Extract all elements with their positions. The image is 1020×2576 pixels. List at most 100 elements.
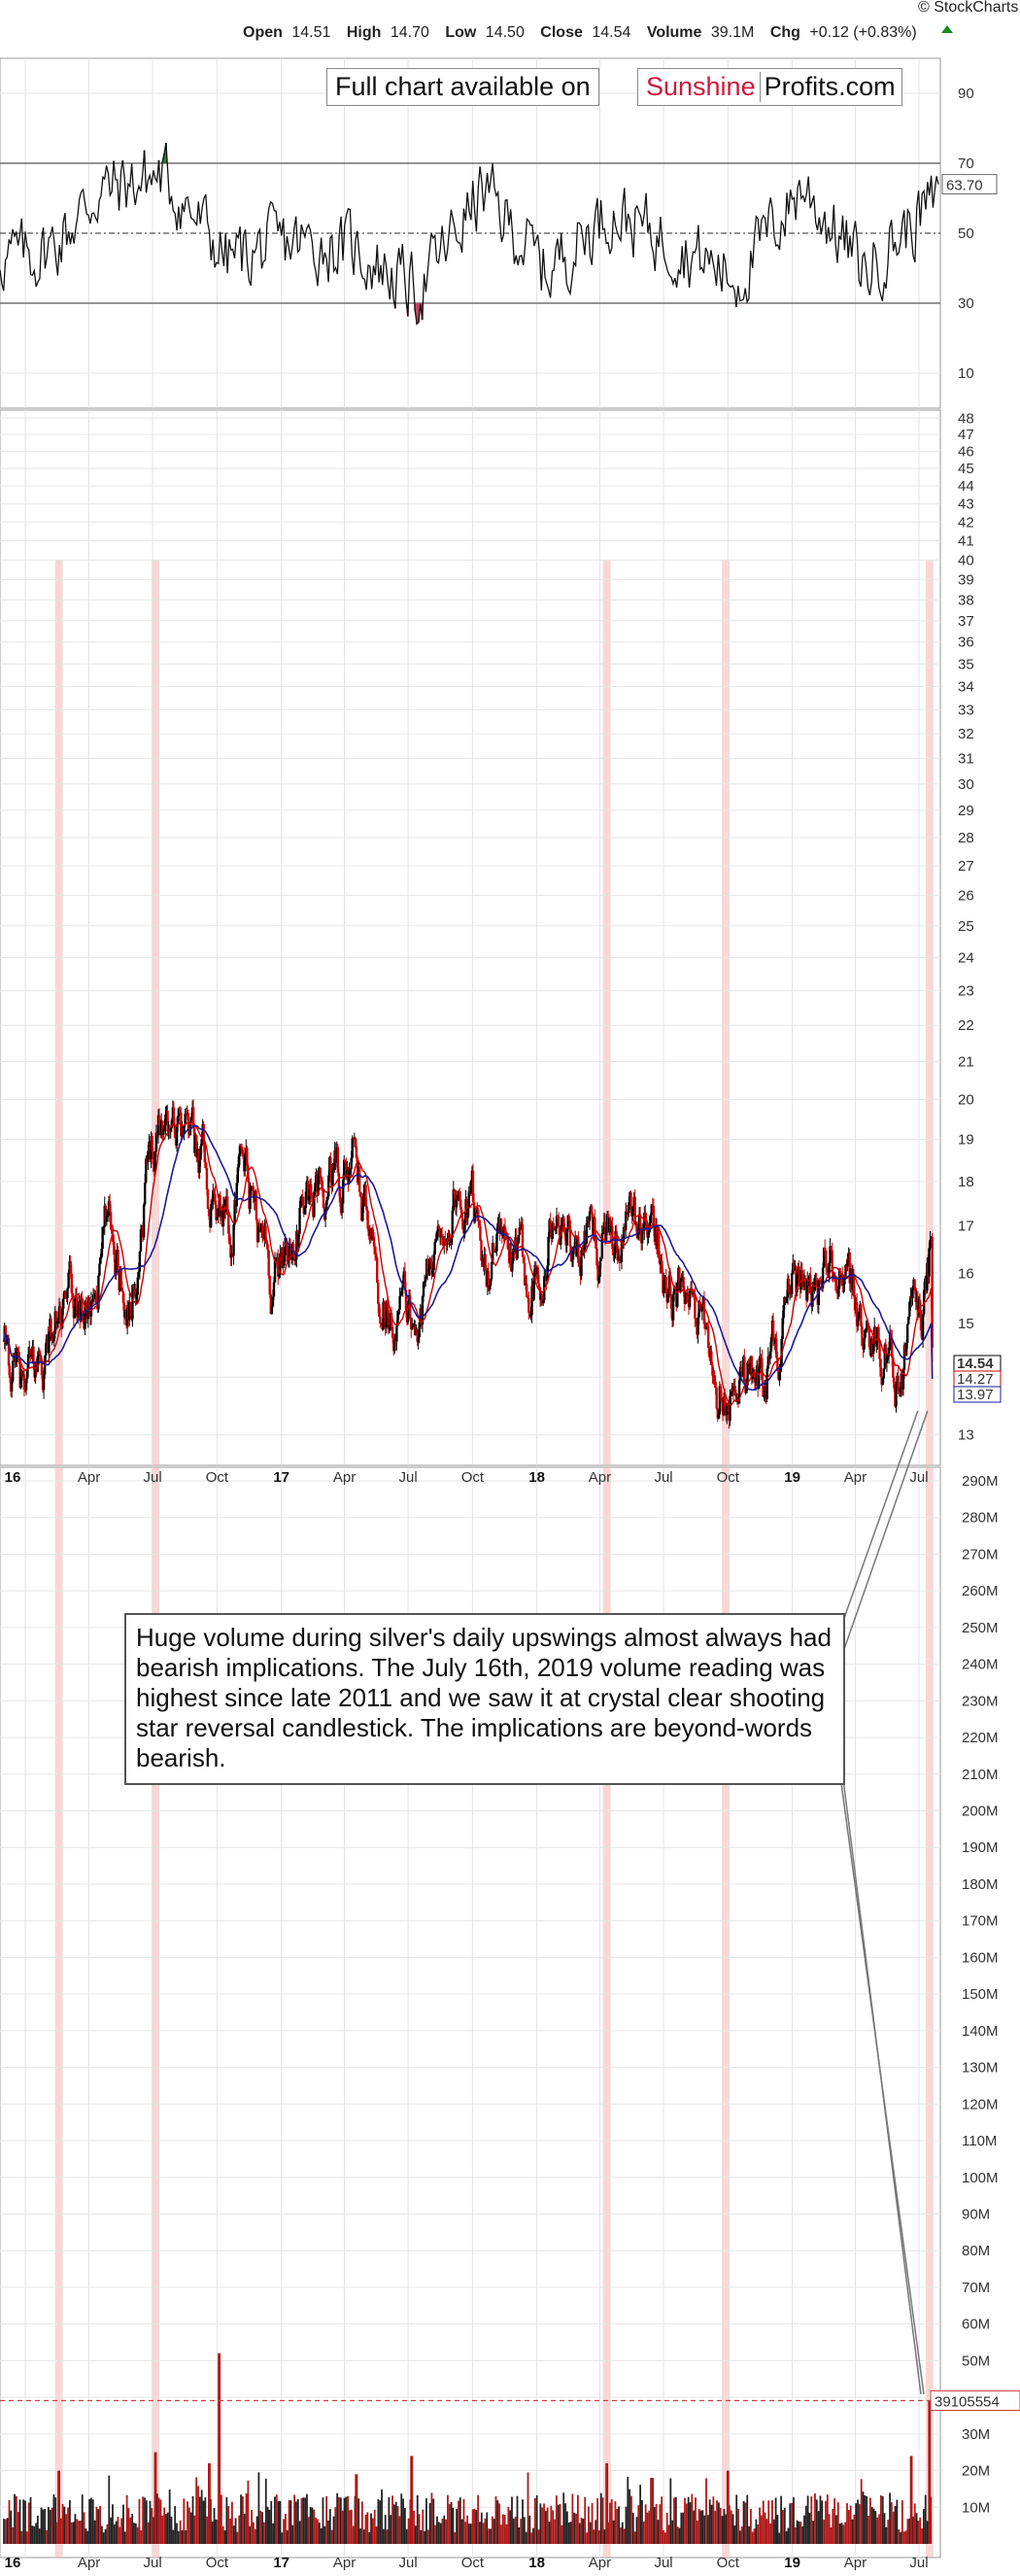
volume-bar <box>359 2527 361 2544</box>
price-candle-body <box>235 1183 238 1207</box>
volume-bar <box>300 2497 303 2544</box>
volume-tick-label: 170M <box>962 1913 999 1930</box>
price-candle-body <box>825 1251 828 1267</box>
price-candle-body <box>506 1239 510 1251</box>
price-candle-body <box>286 1245 289 1263</box>
price-candle-body <box>403 1271 407 1290</box>
price-candle-body <box>694 1296 697 1320</box>
volume-bar <box>464 2522 467 2544</box>
month-tick-label: Apr <box>844 1469 867 1486</box>
volume-bar <box>532 2527 534 2544</box>
volume-bar <box>430 2492 433 2544</box>
price-candle-body <box>320 1178 323 1182</box>
price-candle-body <box>800 1270 804 1282</box>
price-candle-body <box>542 1300 545 1303</box>
price-candle-body <box>887 1350 891 1357</box>
price-candle-body <box>503 1226 507 1234</box>
price-candle-body <box>478 1220 481 1226</box>
price-candle-body <box>496 1222 499 1234</box>
volume-bar <box>525 2531 527 2544</box>
volume-bar <box>924 2494 927 2544</box>
volume-bar <box>424 2530 425 2544</box>
volume-bar <box>904 2530 907 2544</box>
price-candle-body <box>265 1242 268 1245</box>
price-candle-body <box>688 1290 692 1308</box>
price-candle-body <box>459 1199 462 1210</box>
price-candle-body <box>646 1225 649 1238</box>
volume-bar <box>721 2516 724 2544</box>
price-candle-body <box>95 1293 98 1301</box>
volume-bar <box>742 2500 745 2544</box>
volume-bar <box>437 2522 440 2544</box>
month-tick-label: Oct <box>206 2555 229 2571</box>
rsi-last-value-box <box>941 174 998 195</box>
volume-bar <box>44 2509 47 2544</box>
price-candle-body <box>451 1210 454 1238</box>
price-candle-body <box>778 1372 781 1380</box>
volume-bar <box>327 2520 329 2544</box>
price-candle-body <box>537 1283 541 1288</box>
volume-bar <box>776 2514 779 2544</box>
price-candle-body <box>23 1390 27 1391</box>
price-candle-body <box>435 1231 439 1240</box>
month-tick-label: Jul <box>144 2555 162 2571</box>
volume-bar <box>328 2509 331 2544</box>
price-candle-body <box>274 1258 278 1260</box>
volume-spike-bar <box>410 2456 414 2544</box>
price-candle-body <box>153 1151 157 1172</box>
annotation-pointer-line <box>842 1410 919 1622</box>
price-candle-body <box>205 1168 209 1190</box>
volume-bar <box>343 2497 346 2544</box>
volume-bar <box>661 2496 663 2544</box>
month-tick-label: Jul <box>144 1469 162 1486</box>
price-candle-body <box>704 1323 708 1329</box>
volume-bar <box>133 2523 135 2544</box>
price-candle-body <box>391 1326 394 1338</box>
volume-bar <box>559 2504 561 2544</box>
price-candle-body <box>733 1386 736 1393</box>
volume-bar <box>546 2507 549 2544</box>
volume-bar <box>571 2493 574 2544</box>
volume-bar <box>712 2496 715 2544</box>
volume-bar <box>345 2496 348 2544</box>
price-candle-body <box>438 1228 442 1238</box>
price-candle-body <box>716 1408 719 1419</box>
volume-tick-label: 230M <box>962 1693 999 1709</box>
price-candle-body <box>379 1316 382 1323</box>
price-candle-body <box>726 1403 729 1416</box>
volume-bar <box>74 2514 77 2544</box>
price-candle-body <box>695 1319 697 1325</box>
price-candle-body <box>317 1174 320 1195</box>
price-candle-body <box>609 1218 612 1233</box>
month-tick-label: Apr <box>589 1469 611 1486</box>
price-candle-body <box>268 1275 271 1295</box>
price-candle-body <box>452 1189 456 1211</box>
price-tick-label: 48 <box>958 410 974 427</box>
price-candle-body <box>710 1351 713 1365</box>
price-candle-body <box>678 1267 681 1291</box>
volume-bar <box>494 2496 497 2544</box>
volume-ref-box <box>930 2389 1020 2411</box>
volume-bar <box>753 2528 756 2544</box>
price-candle-body <box>737 1380 741 1404</box>
volume-bar <box>295 2501 297 2544</box>
price-candle-body <box>759 1356 762 1369</box>
price-candle-body <box>191 1107 195 1128</box>
volume-bar <box>386 2529 389 2544</box>
price-candle-body <box>500 1226 503 1236</box>
price-candle-body <box>256 1222 260 1243</box>
volume-bar <box>723 2509 726 2544</box>
volume-bar <box>639 2485 642 2544</box>
volume-bar <box>757 2524 760 2544</box>
highlight-band <box>54 560 63 1465</box>
volume-bar <box>131 2514 134 2544</box>
price-candle-body <box>163 1125 166 1130</box>
low-value: 14.50 <box>486 24 525 41</box>
volume-bar <box>238 2515 241 2544</box>
price-candle-body <box>7 1337 11 1366</box>
volume-bar <box>322 2497 324 2544</box>
volume-bar <box>562 2492 565 2544</box>
price-candle-body <box>516 1243 519 1259</box>
price-candle-body <box>176 1116 180 1125</box>
price-candle-body <box>240 1147 244 1154</box>
